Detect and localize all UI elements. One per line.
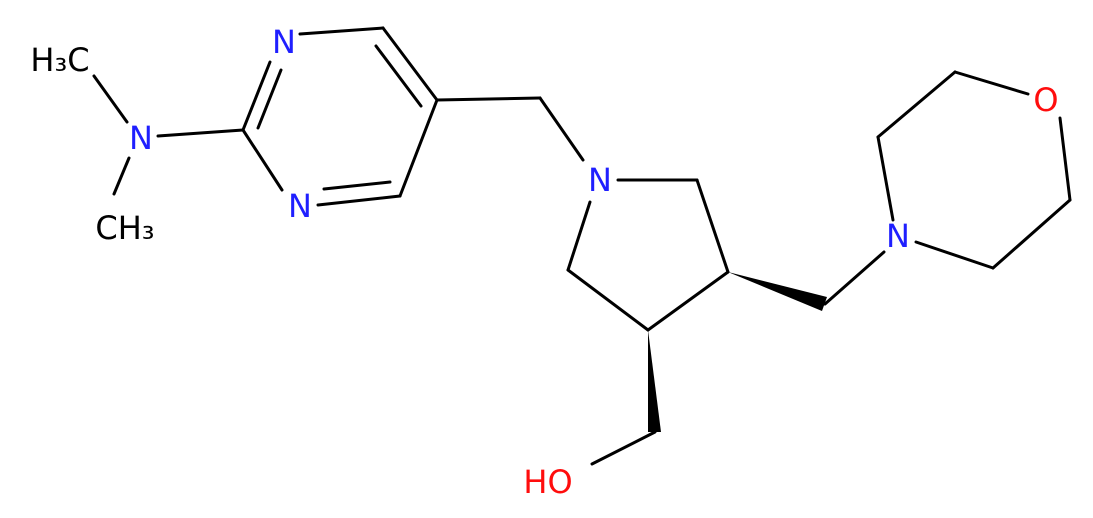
atom-label: H₃C: [30, 41, 89, 79]
atom-label: O: [1033, 81, 1058, 119]
atom-label: N: [288, 187, 312, 225]
atom-label: N: [886, 217, 910, 255]
atom-label: N: [272, 23, 296, 61]
atom-label: N: [129, 119, 153, 157]
bonds: [92, 26, 1072, 466]
atom-label: N: [588, 161, 612, 199]
atom-label: HO: [523, 463, 572, 501]
atom-label: CH₃: [95, 209, 154, 247]
